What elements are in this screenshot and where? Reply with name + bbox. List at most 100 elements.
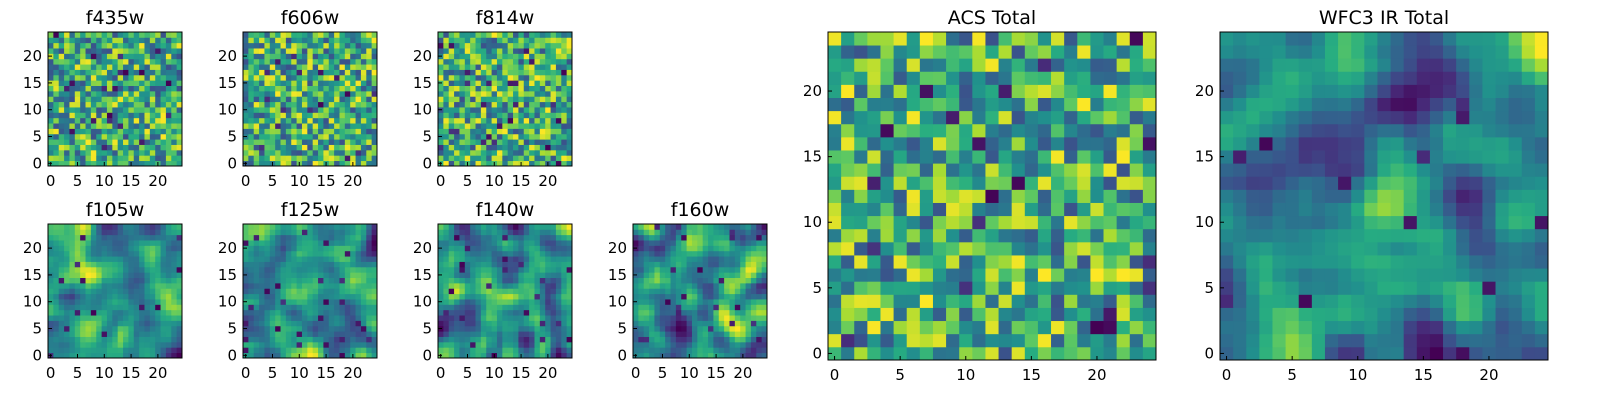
heatmap-cell (638, 277, 645, 284)
heatmap-cell (486, 234, 492, 241)
heatmap-cell (985, 333, 999, 348)
heatmap-cell (253, 277, 260, 284)
heatmap-cell (80, 74, 86, 81)
heatmap-cell (350, 266, 356, 273)
heatmap-cell (96, 299, 102, 305)
heatmap-cell (155, 347, 161, 354)
x-tick-label: 0 (436, 364, 446, 382)
heatmap-cell (149, 293, 156, 300)
heatmap-cell (502, 53, 509, 60)
heatmap-cell (350, 58, 356, 65)
heatmap-cell (53, 240, 60, 246)
heatmap-cell (643, 315, 650, 321)
heatmap-cell (734, 331, 741, 337)
heatmap-cell (1011, 189, 1026, 203)
heatmap-cell (275, 320, 281, 327)
heatmap-cell (85, 58, 92, 65)
heatmap-cell (702, 234, 709, 241)
heatmap-cell (491, 272, 498, 278)
heatmap-cell (350, 234, 356, 241)
heatmap-cell (80, 293, 86, 300)
heatmap-cell (48, 336, 54, 343)
heatmap-cell (438, 42, 444, 49)
heatmap-cell (253, 90, 260, 97)
heatmap-cell (360, 224, 367, 230)
heatmap-cell (96, 90, 102, 97)
heatmap-cell (518, 256, 525, 262)
heatmap-cell (697, 352, 704, 359)
heatmap-cell (96, 139, 102, 145)
heatmap-cell (117, 90, 124, 97)
heatmap-cell (285, 123, 292, 129)
heatmap-cell (750, 347, 757, 354)
heatmap-cell (523, 37, 530, 44)
heatmap-cell (123, 149, 129, 156)
heatmap-cell (344, 325, 351, 332)
heatmap-cell (470, 96, 476, 103)
heatmap-cell (724, 277, 730, 284)
heatmap-cell (259, 288, 265, 295)
heatmap-cell (144, 133, 151, 140)
heatmap-cell (334, 320, 340, 327)
heatmap-cell (681, 304, 687, 311)
heatmap-cell (654, 315, 661, 321)
heatmap-cell (502, 347, 509, 354)
heatmap-cell (745, 352, 752, 359)
heatmap-cell (998, 189, 1013, 203)
heatmap-cell (702, 320, 709, 327)
heatmap-cell (160, 224, 167, 230)
heatmap-cell (675, 352, 682, 359)
heatmap-cell (633, 315, 639, 321)
heatmap-cell (734, 240, 741, 246)
heatmap-cell (867, 136, 881, 151)
heatmap-cell (117, 266, 124, 273)
heatmap-cell (681, 288, 687, 295)
heatmap-cell (318, 341, 324, 348)
heatmap-cell (649, 245, 655, 252)
heatmap-cell (371, 96, 378, 103)
heatmap-cell (686, 250, 693, 257)
heatmap-cell (366, 58, 373, 65)
heatmap-cell (475, 53, 482, 60)
heatmap-cell (539, 117, 546, 124)
heatmap-cell (171, 277, 178, 284)
heatmap-cell (248, 299, 255, 305)
heatmap-cell (702, 341, 709, 348)
heatmap-cell (128, 277, 135, 284)
heatmap-cell (675, 331, 682, 337)
heatmap-cell (64, 293, 70, 300)
heatmap-cell (1129, 333, 1144, 348)
heatmap-cell (307, 53, 314, 60)
heatmap-cell (360, 288, 367, 295)
heatmap-cell (280, 234, 287, 241)
heatmap-cell (750, 309, 757, 316)
heatmap-cell (74, 245, 81, 252)
heatmap-cell (259, 315, 265, 321)
heatmap-cell (280, 155, 287, 162)
heatmap-cell (366, 133, 373, 140)
heatmap-cell (243, 304, 249, 311)
heatmap-cell (248, 42, 255, 49)
heatmap-cell (74, 48, 81, 54)
heatmap-cell (496, 107, 503, 113)
heatmap-cell (296, 133, 303, 140)
heatmap-cell (312, 58, 319, 65)
heatmap-cell (101, 256, 108, 262)
heatmap-cell (344, 288, 351, 295)
heatmap-cell (756, 331, 763, 337)
heatmap-cell (101, 325, 108, 332)
heatmap-cell (280, 331, 287, 337)
y-tick-label: 5 (227, 128, 237, 146)
heatmap-cell (893, 189, 908, 203)
heatmap-cell (665, 266, 671, 273)
heatmap-cell (761, 320, 768, 327)
heatmap-cell (350, 117, 356, 124)
heatmap-cell (561, 240, 568, 246)
heatmap-cell (350, 224, 356, 230)
heatmap-cell (464, 240, 471, 246)
heatmap-cell (438, 309, 444, 316)
heatmap-cell (275, 139, 281, 145)
heatmap-cell (48, 85, 54, 92)
heatmap-cell (454, 229, 460, 236)
heatmap-cell (350, 107, 356, 113)
